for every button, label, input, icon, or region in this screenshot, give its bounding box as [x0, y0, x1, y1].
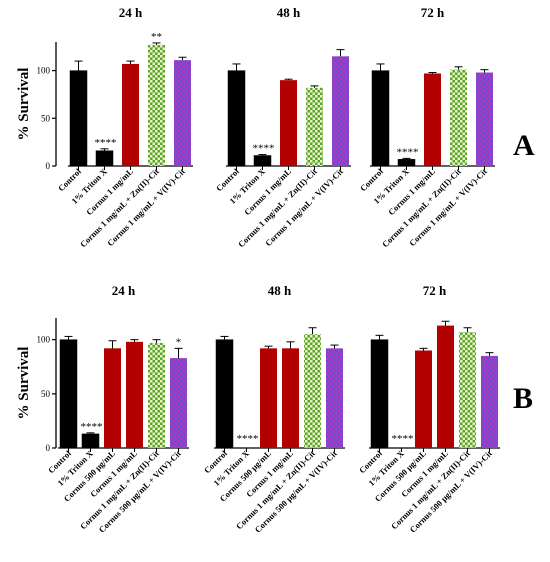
y-tick-label: 0	[46, 161, 51, 171]
bar	[481, 355, 498, 448]
bar	[253, 155, 272, 167]
y-axis-label: % Survival	[16, 347, 32, 420]
bar	[122, 63, 139, 166]
bar	[280, 80, 297, 166]
group-title: 72 h	[423, 283, 447, 298]
y-tick-label: 100	[37, 335, 51, 345]
bar	[148, 44, 165, 166]
bar	[126, 341, 143, 448]
bar	[215, 339, 234, 449]
bar	[174, 60, 191, 166]
bar	[69, 70, 88, 167]
bar	[95, 150, 114, 167]
bar	[476, 72, 493, 166]
significance-label: ****	[397, 146, 419, 158]
significance-label: **	[151, 31, 162, 43]
bar	[227, 70, 246, 167]
bar	[450, 69, 467, 166]
bar	[260, 348, 277, 448]
y-axis-label: % Survival	[16, 68, 32, 141]
significance-label: ****	[95, 137, 117, 149]
panel-letter: B	[513, 382, 533, 415]
bar	[326, 348, 343, 448]
y-tick-label: 50	[41, 389, 51, 399]
bar	[81, 433, 100, 449]
bar	[59, 339, 78, 449]
significance-label: ****	[81, 421, 103, 433]
y-tick-label: 50	[41, 113, 51, 123]
significance-label: ****	[392, 433, 414, 445]
y-tick-label: 100	[37, 66, 51, 76]
panel-letter: A	[513, 129, 535, 162]
bar	[282, 348, 299, 448]
bar	[104, 348, 121, 448]
bar	[148, 342, 165, 448]
group-title: 72 h	[421, 5, 445, 20]
bar	[170, 358, 187, 448]
bar	[304, 334, 321, 448]
bar	[437, 325, 454, 448]
bar	[415, 350, 432, 448]
group-title: 24 h	[112, 283, 136, 298]
significance-label: ****	[253, 143, 275, 155]
group-title: 48 h	[277, 5, 301, 20]
bar	[424, 73, 441, 166]
bar	[459, 332, 476, 448]
group-title: 24 h	[119, 5, 143, 20]
bar	[332, 56, 349, 166]
significance-label: *	[176, 336, 182, 348]
bar	[370, 339, 389, 449]
y-tick-label: 0	[46, 443, 51, 453]
significance-label: ****	[237, 433, 259, 445]
group-title: 48 h	[268, 283, 292, 298]
bar	[397, 159, 416, 167]
bar	[306, 87, 323, 166]
bar	[371, 70, 390, 167]
